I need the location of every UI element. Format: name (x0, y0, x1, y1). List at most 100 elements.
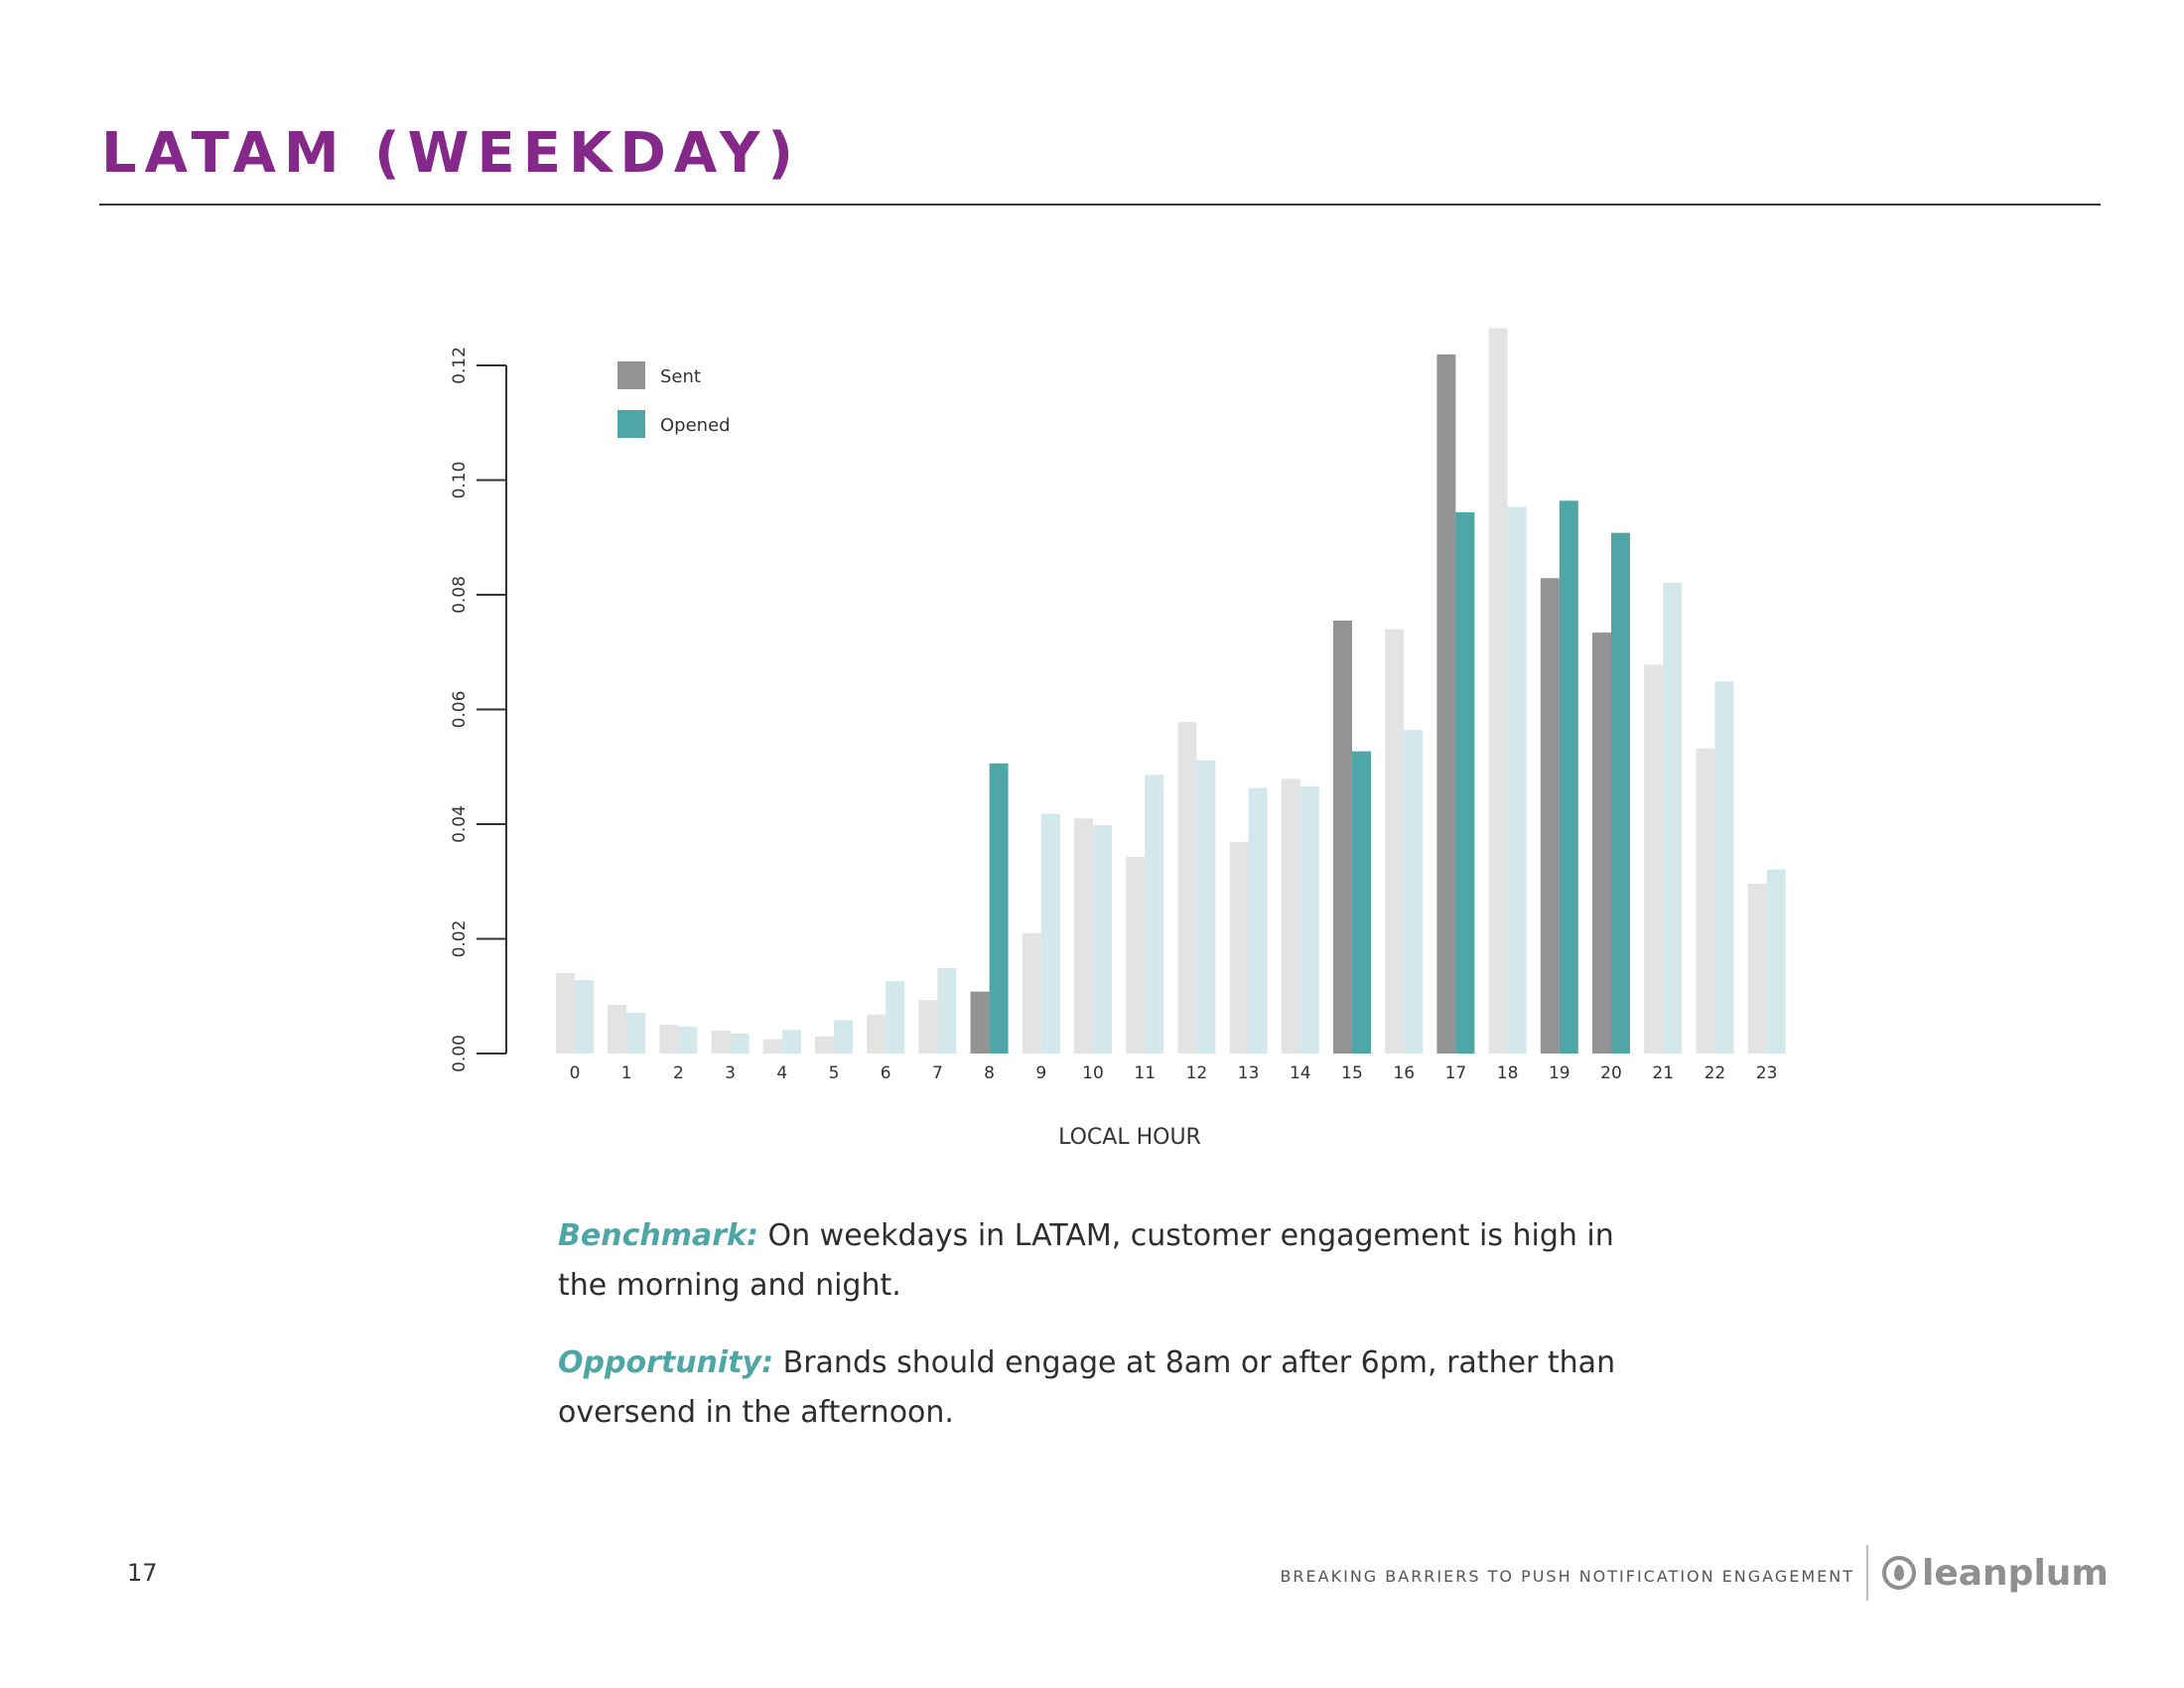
legend-swatch-sent (617, 361, 645, 389)
bar-sent-hour-6 (867, 1014, 887, 1054)
bar-opened-hour-16 (1404, 730, 1424, 1054)
brand-name: leanplum (1922, 1552, 2109, 1594)
bar-opened-hour-12 (1196, 760, 1216, 1054)
bar-opened-hour-20 (1611, 532, 1630, 1054)
bar-sent-hour-20 (1592, 633, 1611, 1054)
x-tick-label-19: 19 (1549, 1063, 1570, 1083)
bar-sent-hour-17 (1436, 354, 1456, 1055)
bar-opened-hour-10 (1093, 825, 1112, 1054)
x-tick-label-15: 15 (1341, 1063, 1363, 1083)
bar-opened-hour-3 (730, 1033, 750, 1054)
x-tick-label-21: 21 (1652, 1063, 1674, 1083)
bar-sent-hour-19 (1540, 578, 1560, 1054)
title-divider (99, 204, 2101, 206)
bar-sent-hour-12 (1177, 722, 1197, 1054)
leanplum-logo-icon (1882, 1556, 1916, 1590)
x-tick-label-5: 5 (829, 1063, 840, 1083)
y-tick-label: 0.04 (450, 805, 470, 843)
x-axis-title: LOCAL HOUR (1058, 1125, 1201, 1150)
x-tick-label-2: 2 (673, 1063, 684, 1083)
bar-opened-hour-15 (1352, 751, 1371, 1054)
bar-opened-hour-23 (1766, 869, 1786, 1054)
y-tick-label: 0.10 (450, 462, 470, 499)
y-tick-label: 0.08 (450, 576, 470, 614)
bar-sent-hour-16 (1385, 629, 1405, 1054)
bar-sent-hour-15 (1333, 620, 1352, 1054)
footer-divider (1866, 1545, 1868, 1601)
benchmark-label: Benchmark: (558, 1218, 758, 1253)
bar-sent-hour-14 (1281, 778, 1300, 1054)
x-tick-label-7: 7 (932, 1063, 943, 1083)
bar-opened-hour-19 (1559, 500, 1578, 1054)
bar-sent-hour-0 (556, 973, 575, 1054)
bar-opened-hour-22 (1714, 681, 1734, 1054)
legend-label-sent: Sent (660, 366, 701, 387)
page-title: LATAM (WEEKDAY) (101, 121, 801, 186)
x-tick-label-6: 6 (881, 1063, 891, 1083)
x-tick-label-1: 1 (621, 1063, 632, 1083)
x-tick-label-0: 0 (570, 1063, 581, 1083)
bar-opened-hour-8 (989, 763, 1009, 1054)
footer-text: BREAKING BARRIERS TO PUSH NOTIFICATION E… (1280, 1567, 1854, 1586)
bar-sent-hour-10 (1074, 818, 1093, 1054)
bar-sent-hour-18 (1488, 328, 1508, 1054)
x-tick-labels: 0 1 2 3 4 5 6 7 8 9 10 11 12 13 14 15 16 17 18 19 20 21 22 23 (570, 1063, 1778, 1083)
x-tick-label-9: 9 (1035, 1063, 1046, 1083)
x-tick-label-22: 22 (1705, 1063, 1726, 1083)
y-tick-label: 0.06 (450, 691, 470, 729)
bar-sent-hour-22 (1696, 748, 1715, 1054)
notes: Benchmark: On weekdays in LATAM, custome… (558, 1211, 1650, 1466)
benchmark-text: On weekdays in LATAM, customer engagemen… (558, 1218, 1614, 1303)
x-tick-label-18: 18 (1497, 1063, 1519, 1083)
bar-sent-hour-7 (918, 1000, 938, 1054)
brand-logo: leanplum (1882, 1549, 2109, 1597)
bar-opened-hour-2 (678, 1026, 698, 1054)
bar-opened-hour-11 (1145, 774, 1164, 1054)
opportunity-note: Opportunity: Brands should engage at 8am… (558, 1338, 1650, 1438)
bar-opened-hour-6 (886, 981, 905, 1054)
bar-opened-hour-13 (1248, 787, 1268, 1054)
bar-opened-hour-5 (834, 1020, 853, 1054)
x-tick-label-17: 17 (1445, 1063, 1467, 1083)
x-tick-label-8: 8 (984, 1063, 995, 1083)
bar-sent-hour-4 (762, 1039, 782, 1054)
x-tick-label-3: 3 (725, 1063, 736, 1083)
x-tick-label-16: 16 (1393, 1063, 1415, 1083)
x-tick-label-20: 20 (1600, 1063, 1622, 1083)
x-tick-label-10: 10 (1082, 1063, 1104, 1083)
opportunity-label: Opportunity: (558, 1345, 774, 1380)
bar-opened-hour-9 (1040, 813, 1060, 1054)
bar-opened-hour-7 (937, 967, 957, 1054)
bar-sent-hour-5 (815, 1036, 834, 1054)
bar-opened-hour-18 (1507, 506, 1527, 1055)
bar-sent-hour-9 (1022, 932, 1041, 1054)
y-axis: 0.00 0.02 0.04 0.06 0.08 0.10 0.12 (450, 347, 507, 1072)
bar-sent-hour-23 (1747, 884, 1767, 1054)
legend-swatch-opened (617, 410, 645, 438)
x-tick-label-4: 4 (776, 1063, 787, 1083)
x-tick-label-13: 13 (1238, 1063, 1260, 1083)
bar-opened-hour-4 (781, 1030, 801, 1054)
y-tick-label: 0.02 (450, 920, 470, 958)
benchmark-note: Benchmark: On weekdays in LATAM, custome… (558, 1211, 1650, 1311)
bar-opened-hour-1 (626, 1012, 646, 1054)
bar-sent-hour-11 (1126, 856, 1146, 1054)
bar-sent-hour-1 (608, 1004, 627, 1054)
x-tick-label-11: 11 (1134, 1063, 1156, 1083)
opportunity-text: Brands should engage at 8am or after 6pm… (558, 1345, 1616, 1430)
page-number: 17 (127, 1559, 158, 1587)
legend-label-opened: Opened (660, 415, 731, 436)
bar-opened-hour-0 (575, 980, 594, 1054)
x-tick-label-23: 23 (1756, 1063, 1778, 1083)
x-tick-label-12: 12 (1186, 1063, 1208, 1083)
bar-opened-hour-17 (1455, 511, 1475, 1054)
y-tick-label: 0.00 (450, 1035, 470, 1072)
bar-sent-hour-2 (659, 1025, 679, 1054)
bar-sent-hour-21 (1644, 664, 1664, 1054)
bar-sent-hour-13 (1229, 841, 1249, 1054)
bars (556, 328, 1786, 1055)
bar-opened-hour-14 (1299, 785, 1319, 1054)
x-tick-label-14: 14 (1290, 1063, 1311, 1083)
legend: Sent Opened (617, 361, 731, 438)
